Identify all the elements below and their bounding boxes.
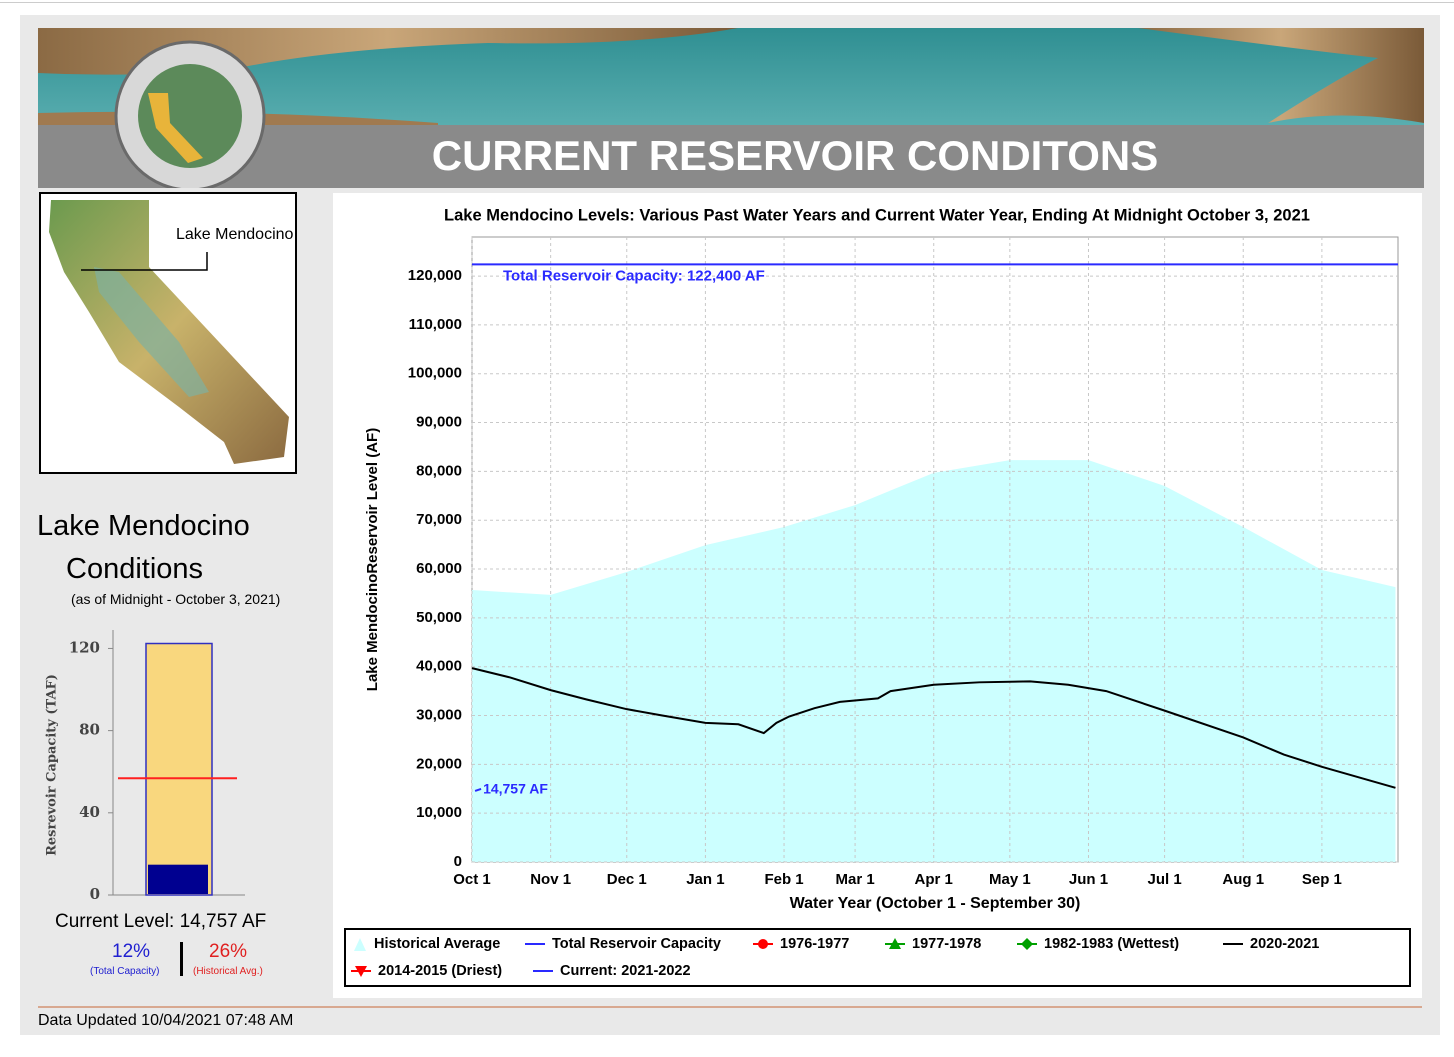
shore xyxy=(1138,28,1424,123)
y-tick-label: 80,000 xyxy=(416,462,462,479)
legend-label: Historical Average xyxy=(374,936,500,952)
map-pointer xyxy=(81,252,208,271)
legend-marker xyxy=(758,939,768,949)
current-label: 14,757 AF xyxy=(483,781,548,797)
x-tick-label: Jul 1 xyxy=(1148,871,1182,888)
legend-label: 2020-2021 xyxy=(1250,936,1319,952)
percent-capacity-note: (Total Capacity) xyxy=(90,966,160,977)
banner: CURRENT RESERVOIR CONDITONS xyxy=(38,28,1424,188)
current-bar xyxy=(148,864,208,894)
y-tick-label: 10,000 xyxy=(416,804,462,821)
conditions-title: Lake Mendocino xyxy=(37,510,250,542)
banner-title: CURRENT RESERVOIR CONDITONS xyxy=(432,132,1159,179)
x-tick-label: Jun 1 xyxy=(1069,871,1108,888)
y-tick-label: 70,000 xyxy=(416,511,462,528)
x-tick-label: Feb 1 xyxy=(764,871,803,888)
legend-label: Total Reservoir Capacity xyxy=(552,936,721,952)
percent-historical-note: (Historical Avg.) xyxy=(193,966,263,977)
x-axis-label: Water Year (October 1 - September 30) xyxy=(790,895,1081,912)
x-tick-label: Sep 1 xyxy=(1302,871,1342,888)
legend-label: 1976-1977 xyxy=(780,936,849,952)
divider xyxy=(180,942,183,976)
y-tick-label: 60,000 xyxy=(416,560,462,577)
x-tick-label: Mar 1 xyxy=(835,871,874,888)
map-label: Lake Mendocino xyxy=(176,226,294,243)
y-tick-label: 20,000 xyxy=(416,755,462,772)
map: Lake Mendocino xyxy=(39,192,297,474)
percent-capacity: 12% xyxy=(112,941,151,962)
annotation: Total Reservoir Capacity: 122,400 AF xyxy=(503,267,765,284)
percent-historical: 26% xyxy=(209,941,248,962)
capacity-bar xyxy=(145,642,213,896)
legend-marker xyxy=(1021,938,1033,950)
current-marker xyxy=(474,787,482,792)
y-tick-label: 80 xyxy=(79,721,100,739)
current-level: Current Level: 14,757 AF xyxy=(55,911,267,932)
y-tick-label: 120,000 xyxy=(408,267,462,284)
x-tick-label: Aug 1 xyxy=(1222,871,1264,888)
as-of: (as of Midnight - October 3, 2021) xyxy=(71,591,281,607)
chart-title: Lake Mendocino Levels: Various Past Wate… xyxy=(444,206,1310,224)
y-tick-label: 110,000 xyxy=(409,316,462,333)
y-tick-label: 120 xyxy=(69,638,100,656)
top-rule xyxy=(0,2,1454,3)
title-band xyxy=(38,125,1424,188)
y-tick-label: 40 xyxy=(79,803,100,821)
y-axis-label: Lake MendocinoReservoir Level (AF) xyxy=(364,428,381,691)
legend-label: Current: 2021-2022 xyxy=(560,963,691,979)
central-valley xyxy=(94,267,209,397)
y-tick-label: 30,000 xyxy=(416,706,462,723)
y-tick-label: 50,000 xyxy=(416,609,462,626)
gauge-chart: 0 40 80 120 Resrevoir Capacity (TAF) xyxy=(45,630,245,903)
legend-marker xyxy=(355,966,367,977)
x-tick-label: Apr 1 xyxy=(915,871,953,888)
footer-updated: Data Updated 10/04/2021 07:48 AM xyxy=(38,1012,294,1029)
x-tick-label: May 1 xyxy=(989,871,1031,888)
y-tick-label: 40,000 xyxy=(416,658,462,675)
y-tick-label: 0 xyxy=(90,885,100,903)
x-tick-label: Nov 1 xyxy=(530,871,571,888)
y-axis-label: Resrevoir Capacity (TAF) xyxy=(45,674,60,856)
legend-marker xyxy=(889,938,901,949)
x-tick-label: Oct 1 xyxy=(453,871,491,888)
y-tick-label: 100,000 xyxy=(408,365,462,382)
seal-inner xyxy=(138,64,242,168)
seal-state xyxy=(148,93,203,163)
y-tick-label: 0 xyxy=(454,853,462,870)
conditions-title: Conditions xyxy=(66,553,204,585)
footer-rule xyxy=(38,1006,1422,1008)
legend-label: 1982-1983 (Wettest) xyxy=(1044,936,1179,952)
y-tick-label: 90,000 xyxy=(416,414,462,431)
x-tick-label: Dec 1 xyxy=(607,871,647,888)
legend-swatch xyxy=(354,938,366,951)
x-tick-label: Jan 1 xyxy=(686,871,724,888)
legend-label: 2014-2015 (Driest) xyxy=(378,963,502,979)
main-chart: Lake Mendocino Levels: Various Past Wate… xyxy=(333,193,1422,998)
legend-box xyxy=(344,928,1411,987)
legend-label: 1977-1978 xyxy=(912,936,981,952)
series-line xyxy=(471,667,1396,789)
